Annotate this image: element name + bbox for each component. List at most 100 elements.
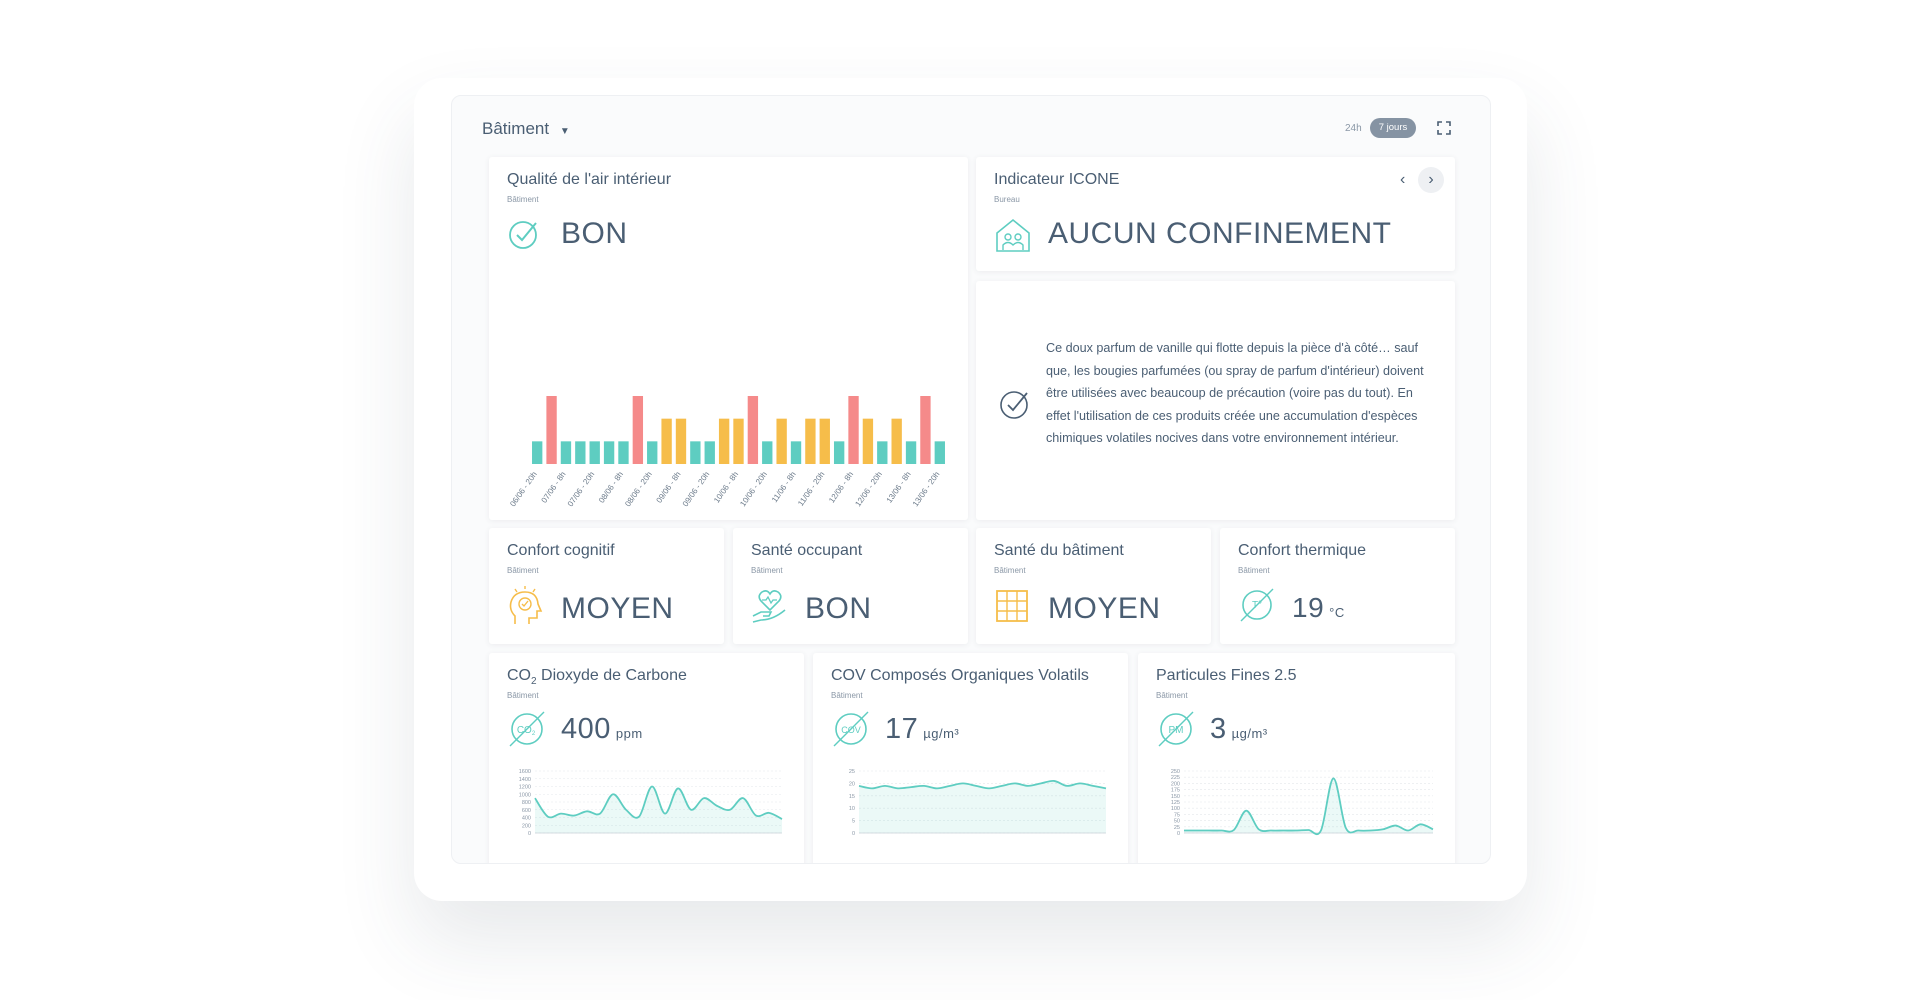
status: BON (561, 217, 628, 250)
measure-value: 3 µg/m³ (1210, 713, 1268, 746)
y-tick-label: 50 (1174, 819, 1180, 825)
title-subscript: 2 (531, 676, 537, 688)
next-button[interactable]: › (1418, 167, 1444, 193)
y-tick-label: 800 (522, 800, 531, 806)
y-tick-label: 1400 (519, 777, 531, 783)
bar (920, 396, 931, 464)
bar (603, 441, 615, 464)
bar (704, 441, 715, 464)
svg-text:T°: T° (1252, 600, 1262, 611)
range-7-days[interactable]: 7 jours (1370, 118, 1416, 138)
x-tick-label: 12/06 - 8h (827, 470, 855, 505)
card-subtitle: Bâtiment (507, 195, 539, 204)
y-tick-label: 125 (1171, 800, 1180, 806)
card-title: Indicateur ICONE (994, 171, 1120, 188)
cov-card: COV Composés Organiques Volatils Bâtimen… (813, 653, 1128, 863)
y-tick-label: 400 (522, 816, 531, 822)
card-title: CO2 Dioxyde de Carbone (507, 667, 687, 687)
bar (790, 441, 802, 464)
status: MOYEN (1048, 592, 1161, 625)
bar (805, 418, 816, 464)
bar (690, 441, 701, 464)
building-select[interactable]: Bâtiment ▼ (482, 119, 570, 139)
card-title: Qualité de l'air intérieur (507, 171, 672, 188)
bar (762, 441, 773, 464)
y-tick-label: 15 (849, 794, 855, 800)
bar (891, 418, 902, 464)
dashboard: Bâtiment ▼ 24h 7 jours Qualité de l'air … (451, 95, 1491, 864)
x-tick-label: 10/06 - 8h (712, 470, 740, 505)
line-chart: 0 5 10 15 20 25 (849, 769, 1107, 837)
icon-label: COV (841, 725, 861, 735)
bar (647, 441, 658, 464)
icon-label: PM (1169, 725, 1184, 736)
x-tick-label: 09/06 - 8h (655, 470, 683, 505)
x-tick-label: 09/06 - 20h (681, 470, 712, 508)
bar (589, 441, 600, 464)
bar (618, 441, 629, 464)
area (859, 780, 1106, 833)
x-tick-label: 12/06 - 20h (853, 470, 884, 508)
bar (675, 418, 687, 464)
icon-label: CO (517, 725, 532, 736)
x-tick-label: 08/06 - 20h (623, 470, 654, 508)
y-tick-label: 0 (528, 831, 531, 837)
bar (718, 418, 730, 464)
y-tick-label: 25 (1174, 825, 1180, 831)
advice-card: Ce doux parfum de vanille qui flotte dep… (976, 281, 1455, 520)
pm-card: Particules Fines 2.5 Bâtiment PM 3 µg/m³ … (1138, 653, 1455, 863)
status: AUCUN CONFINEMENT (1048, 217, 1392, 250)
unit: °C (1329, 605, 1345, 620)
bar (905, 441, 917, 464)
y-tick-label: 5 (852, 819, 855, 825)
bar (776, 418, 787, 464)
value: 17 (885, 713, 919, 745)
bar (560, 441, 572, 464)
measure-value: 400 ppm (561, 713, 643, 746)
y-tick-label: 600 (522, 808, 531, 814)
card-subtitle: Bâtiment (507, 691, 539, 700)
card-subtitle: Bâtiment (831, 691, 863, 700)
building-health-card: Santé du bâtiment Bâtiment MOYEN (976, 528, 1211, 644)
x-tick-label: 07/06 - 8h (540, 470, 568, 505)
y-tick-label: 10 (849, 806, 855, 812)
card-title: Santé occupant (751, 542, 863, 559)
y-tick-label: 150 (1171, 794, 1180, 800)
bar (532, 441, 543, 464)
value: 3 (1210, 713, 1227, 745)
bar (632, 396, 644, 464)
bar (733, 418, 744, 464)
x-tick-label: 08/06 - 8h (597, 470, 625, 505)
bar (877, 441, 888, 464)
cov-icon: COV (833, 711, 869, 747)
y-tick-label: 100 (1171, 806, 1180, 812)
title: CO (507, 667, 531, 684)
y-tick-label: 250 (1171, 769, 1180, 775)
bar (575, 441, 586, 464)
prev-button[interactable]: ‹ (1400, 171, 1406, 188)
value: 19 (1292, 592, 1325, 623)
co2-icon: CO2 (509, 711, 545, 747)
card-subtitle: Bâtiment (507, 566, 539, 575)
cognitive-card: Confort cognitif Bâtiment MOYEN (489, 528, 724, 644)
y-tick-label: 1000 (519, 792, 531, 798)
line (534, 785, 783, 820)
measure-value: 17 µg/m³ (885, 713, 959, 746)
range-24h[interactable]: 24h (1345, 123, 1362, 134)
card-subtitle: Bâtiment (1238, 566, 1270, 575)
card-subtitle: Bâtiment (1156, 691, 1188, 700)
x-tick-label: 13/06 - 20h (911, 470, 942, 508)
y-tick-label: 200 (1171, 781, 1180, 787)
line (858, 779, 1107, 790)
card-title: Santé du bâtiment (994, 542, 1124, 559)
occupant-card: Santé occupant Bâtiment BON (733, 528, 968, 644)
bar (546, 396, 557, 464)
co2-card: CO2 Dioxyde de Carbone Bâtiment CO2 400 p… (489, 653, 804, 863)
fullscreen-button[interactable] (1437, 121, 1451, 135)
indicator-card: Indicateur ICONE Bureau ‹ › AUCUN CONFIN… (976, 157, 1455, 271)
temperature-value: 19 °C (1292, 592, 1345, 624)
y-tick-label: 75 (1174, 812, 1180, 818)
dropdown-caret: ▼ (559, 126, 570, 137)
